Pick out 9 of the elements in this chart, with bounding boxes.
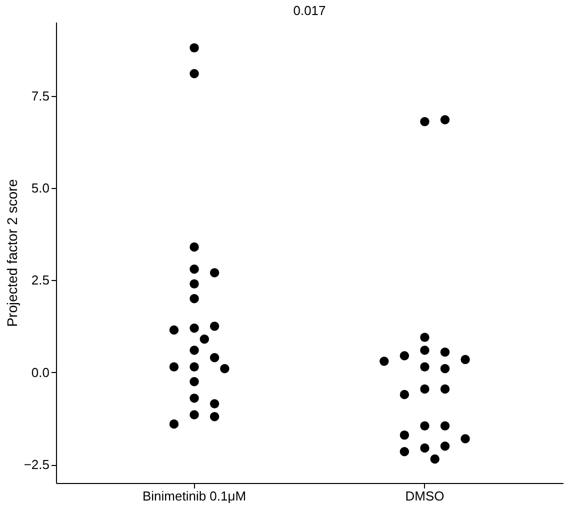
y-tick-label: 2.5 — [31, 272, 50, 288]
y-tick-label: 5.0 — [31, 180, 50, 196]
x-tick-label: Binimetinib 0.1μM — [142, 488, 246, 504]
y-axis-title: Projected factor 2 score — [4, 178, 20, 327]
x-tick-label: DMSO — [405, 488, 444, 504]
y-tick-label: −2.5 — [24, 457, 50, 472]
y-tick-label: 7.5 — [31, 88, 50, 104]
text: 0.017 — [293, 3, 326, 18]
y-tick-label: 0.0 — [31, 364, 50, 380]
